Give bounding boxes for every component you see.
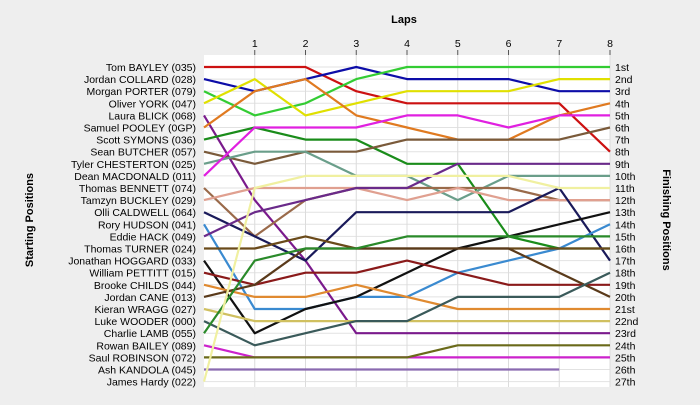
- series-line-22: [203, 271, 611, 347]
- start-position-label: Eddie HACK (049): [110, 231, 196, 243]
- start-position-label: Jonathan HOGGARD (033): [68, 256, 196, 268]
- series-line-27: [202, 174, 610, 382]
- series-line-1: [204, 65, 611, 153]
- start-position-label: Luke WOODER (000): [94, 316, 196, 328]
- series-line-23: [203, 235, 610, 334]
- finish-position-label: 14th: [615, 219, 636, 231]
- finish-position-label: 21st: [615, 304, 635, 316]
- x-tick-label: 1: [252, 38, 258, 50]
- start-position-label: Samuel POOLEY (0GP): [84, 123, 196, 135]
- start-position-label: Olli CALDWELL (064): [94, 207, 196, 219]
- x-tick-label: 2: [303, 38, 309, 50]
- start-position-label: Jordan COLLARD (028): [84, 74, 196, 86]
- finish-position-label: 17th: [615, 256, 636, 268]
- finish-position-label: 1st: [615, 62, 629, 74]
- finish-position-label: 15th: [615, 231, 636, 243]
- series-line-20: [203, 247, 611, 298]
- finish-position-label: 20th: [615, 292, 636, 304]
- start-position-label: Brooke CHILDS (044): [94, 280, 196, 292]
- series-line-18: [203, 259, 610, 286]
- start-position-label: Saul ROBINSON (072): [89, 352, 196, 364]
- x-tick-label: 4: [404, 38, 410, 50]
- series-line-12: [203, 186, 610, 202]
- finish-position-label: 6th: [615, 123, 630, 135]
- series-line-6: [203, 77, 611, 141]
- series-line-8: [203, 126, 611, 165]
- start-position-label: Thomas TURNER (024): [84, 244, 196, 256]
- series-layer: [202, 65, 611, 382]
- finish-position-label: 19th: [615, 280, 636, 292]
- series-line-17: [203, 211, 611, 335]
- finish-position-label: 26th: [615, 365, 636, 377]
- start-position-label: Thomas BENNETT (074): [79, 183, 196, 195]
- finish-position-label: 5th: [615, 110, 630, 122]
- x-tick-label: 6: [506, 38, 512, 50]
- x-tick-label: 3: [353, 38, 359, 50]
- series-line-5: [203, 114, 610, 335]
- start-position-label: Morgan PORTER (079): [86, 86, 196, 98]
- finish-position-label: 27th: [615, 377, 636, 389]
- start-position-label: Ash KANDOLA (045): [98, 365, 196, 377]
- finish-position-label: 2nd: [615, 74, 633, 86]
- finish-position-label: 9th: [615, 159, 630, 171]
- start-position-label: William PETTITT (015): [89, 268, 196, 280]
- start-position-label: Rowan BAILEY (089): [96, 340, 196, 352]
- finish-position-label: 23rd: [615, 328, 636, 340]
- x-tick-label: 7: [556, 38, 562, 50]
- series-line-25: [204, 344, 610, 359]
- start-position-label: Scott SYMONS (036): [96, 135, 196, 147]
- series-line-3: [203, 65, 610, 117]
- x-axis-title: Laps: [391, 14, 417, 26]
- start-position-label: Tom BAYLEY (035): [106, 62, 196, 74]
- series-line-19: [203, 283, 610, 311]
- start-position-label: Oliver YORK (047): [109, 98, 196, 110]
- finish-position-label: 7th: [615, 135, 630, 147]
- start-position-label: James Hardy (022): [107, 377, 196, 389]
- start-position-label: Rory HUDSON (041): [98, 219, 196, 231]
- start-position-label: Laura BLICK (068): [108, 110, 196, 122]
- series-line-15: [203, 162, 610, 238]
- start-position-label: Dean MACDONALD (011): [74, 171, 196, 183]
- finish-position-label: 12th: [615, 195, 636, 207]
- label-layer: 1 2 3 4 5 6 7 8 Tom BAYLEY (035)Jordan COLLARD (…: [68, 38, 638, 389]
- start-position-label: Charlie LAMB (055): [104, 328, 196, 340]
- finish-position-label: 22nd: [615, 316, 639, 328]
- finish-position-label: 24th: [615, 340, 636, 352]
- finish-position-label: 25th: [615, 352, 636, 364]
- finish-position-label: 10th: [615, 171, 636, 183]
- x-tick-label: 8: [607, 38, 613, 50]
- finish-position-label: 4th: [615, 98, 630, 110]
- finish-position-label: 13th: [615, 207, 636, 219]
- start-position-label: Sean BUTCHER (057): [90, 147, 196, 159]
- series-line-7: [203, 126, 610, 250]
- y-left-axis-title: Starting Positions: [24, 173, 36, 267]
- start-position-label: Tyler CHESTERTON (025): [71, 159, 196, 171]
- x-tick-label: 5: [455, 38, 461, 50]
- start-position-label: Tamzyn BUCKLEY (029): [81, 195, 196, 207]
- y-right-axis-title: Finishing Positions: [660, 169, 672, 270]
- finish-position-label: 8th: [615, 147, 630, 159]
- finish-position-label: 3rd: [615, 86, 630, 98]
- start-position-label: Kieran WRAGG (027): [94, 304, 196, 316]
- series-line-10: [203, 114, 610, 177]
- start-position-label: Jordan CANE (013): [104, 292, 196, 304]
- finish-position-label: 11th: [615, 183, 635, 195]
- finish-position-label: 18th: [615, 268, 636, 280]
- series-line-4: [203, 77, 610, 117]
- finish-position-label: 16th: [615, 244, 636, 256]
